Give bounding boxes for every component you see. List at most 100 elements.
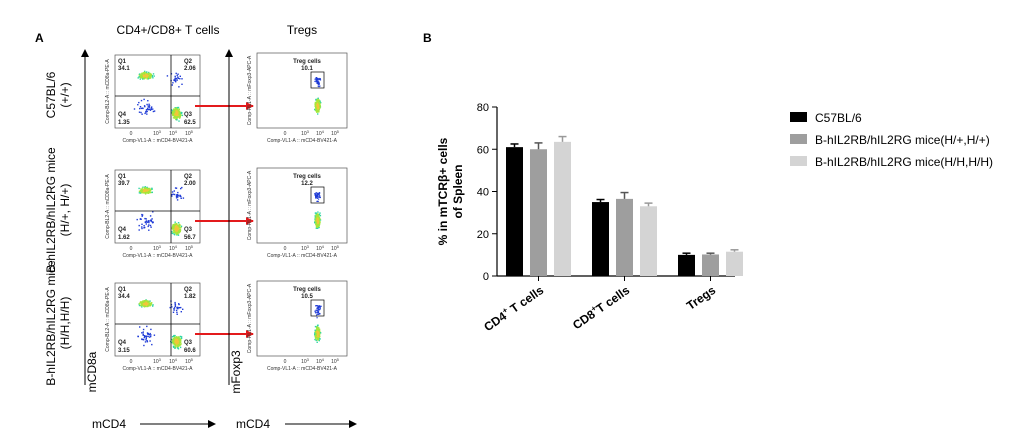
event-dot: [316, 101, 318, 103]
event-dot: [175, 222, 178, 225]
event-dot: [143, 73, 145, 75]
event-dot: [319, 305, 321, 307]
event-dot: [151, 218, 153, 220]
event-dot: [315, 80, 317, 82]
event-dot: [143, 305, 145, 307]
bar-0-1: [530, 149, 547, 276]
event-dot: [173, 339, 175, 342]
event-dot: [147, 100, 149, 102]
event-dot: [175, 338, 177, 340]
event-dot: [172, 112, 174, 115]
event-dot: [315, 219, 317, 222]
event-dot: [143, 344, 145, 347]
event-dot: [141, 187, 144, 189]
event-dot: [174, 229, 177, 231]
event-dot: [318, 198, 320, 200]
event-dot: [141, 191, 143, 193]
event-dot: [174, 338, 176, 340]
event-dot: [317, 325, 319, 327]
event-dot: [316, 109, 318, 112]
event-dot: [314, 325, 317, 328]
event-dot: [146, 77, 148, 79]
event-dot: [173, 110, 176, 112]
event-dot: [179, 335, 182, 338]
event-dot: [144, 189, 147, 191]
event-dot: [314, 216, 316, 218]
x-tick-label-2: CD8+T cells: [570, 282, 633, 332]
event-dot: [152, 305, 154, 307]
event-dot: [145, 72, 147, 75]
event-dot: [151, 106, 153, 108]
event-dot: [178, 338, 180, 340]
event-dot: [175, 339, 178, 341]
event-dot: [176, 341, 178, 343]
event-dot: [172, 227, 175, 230]
event-dot: [149, 109, 152, 111]
x-tick-exp: 5: [337, 357, 340, 362]
event-dot: [145, 301, 147, 303]
quadrant-name-q4: Q4: [118, 112, 127, 118]
y-axis-label: % in mTCRβ+ cellsof Spleen: [436, 137, 465, 245]
event-dot: [141, 75, 144, 77]
event-dot: [318, 333, 320, 335]
event-dot: [143, 227, 145, 229]
quadrant-name-q2: Q2: [184, 59, 193, 65]
event-dot: [315, 221, 317, 223]
event-dot: [317, 313, 319, 315]
event-dot: [141, 215, 143, 217]
event-dot: [141, 227, 143, 230]
event-dot: [176, 307, 178, 310]
event-dot: [319, 330, 321, 333]
quadrant-value-q1: 34.4: [118, 294, 130, 300]
treg-gate: [310, 186, 325, 204]
x-tick-label-main: Tregs: [684, 283, 719, 313]
row-label-line: B-hIL2RB/hIL2RG mice: [44, 147, 58, 273]
x-tick-exp: 3: [307, 129, 310, 134]
event-dot: [319, 101, 321, 103]
x-tick-label: 103: [153, 244, 162, 252]
event-dot: [172, 340, 174, 343]
event-dot: [174, 334, 176, 337]
event-dot: [145, 337, 147, 340]
event-dot: [141, 302, 143, 305]
event-dot: [171, 336, 174, 338]
event-dot: [315, 197, 317, 199]
event-dot: [172, 335, 175, 338]
event-dot: [316, 305, 319, 307]
panel-a-letter: A: [35, 31, 44, 45]
event-dot: [147, 73, 149, 75]
event-dot: [178, 117, 181, 119]
event-dot: [149, 75, 151, 77]
event-dot: [178, 112, 180, 114]
event-dot: [137, 77, 139, 79]
x-tick-label: 105: [331, 244, 340, 252]
event-dot: [315, 192, 317, 194]
event-dot: [179, 338, 181, 340]
event-dot: [319, 333, 321, 335]
event-dot: [314, 310, 316, 312]
event-dot: [316, 335, 318, 337]
event-dot: [174, 346, 176, 348]
event-dot: [142, 74, 145, 76]
event-dot: [146, 107, 149, 109]
event-dot: [176, 79, 178, 81]
event-dot: [314, 332, 316, 334]
event-dot: [178, 339, 180, 341]
event-dot: [317, 108, 319, 110]
event-dot: [172, 343, 174, 345]
event-dot: [314, 331, 317, 333]
event-dot: [179, 227, 182, 229]
event-dot: [180, 336, 183, 338]
event-dot: [146, 186, 148, 189]
bar-2-1: [702, 254, 719, 276]
event-dot: [147, 108, 149, 110]
event-dot: [174, 112, 176, 114]
event-dot: [174, 187, 177, 189]
event-dot: [172, 82, 174, 84]
event-dot: [146, 189, 149, 191]
event-dot: [173, 342, 176, 345]
event-dot: [144, 301, 146, 303]
event-dot: [176, 306, 178, 309]
event-dot: [314, 194, 317, 196]
legend-label-3: B-hIL2RB/hIL2RG mice(H/H,H/H): [815, 155, 993, 169]
